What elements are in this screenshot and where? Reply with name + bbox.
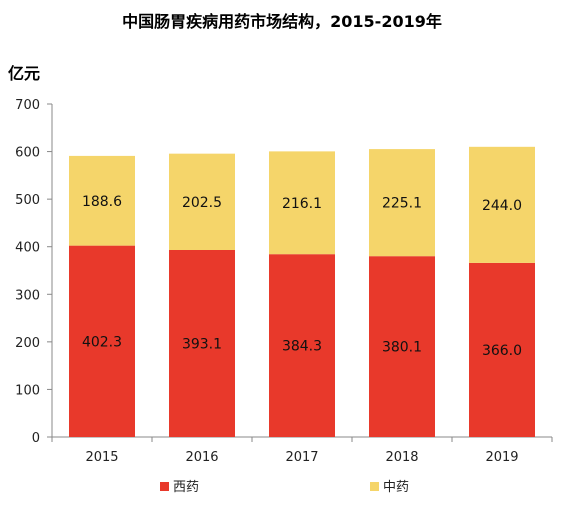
x-tick-label: 2018 [385,450,418,465]
legend-label: 中药 [383,480,409,495]
legend-label: 西药 [173,480,199,495]
bar-中药 [169,153,235,250]
bar-中药 [69,155,135,246]
y-tick-label: 0 [32,431,40,446]
bar-中药 [369,149,435,257]
y-tick-label: 600 [15,146,40,161]
x-tick-label: 2019 [485,450,518,465]
bar-中药 [469,146,535,263]
data-label: 384.3 [282,339,322,355]
data-label: 393.1 [182,336,222,352]
x-tick-label: 2015 [85,450,118,465]
data-label: 366.0 [482,343,522,359]
data-label: 380.1 [382,340,422,356]
legend-swatch-西药 [160,482,169,491]
data-label: 244.0 [482,198,522,214]
bar-西药 [469,262,535,437]
y-axis-unit-label: 亿元 [8,64,41,83]
bar-西药 [169,249,235,437]
y-tick-label: 100 [15,383,40,398]
y-tick-label: 700 [15,98,40,113]
data-label: 402.3 [82,334,122,350]
bar-中药 [269,151,335,255]
legend-swatch-中药 [370,482,379,491]
bar-西药 [69,245,135,437]
x-tick-label: 2017 [285,450,318,465]
y-tick-label: 400 [15,241,40,256]
bar-西药 [369,256,435,437]
data-label: 202.5 [182,195,222,211]
chart-title: 中国肠胃疾病用药市场结构，2015-2019年 [122,12,442,31]
y-tick-label: 200 [15,336,40,351]
data-label: 188.6 [82,194,122,210]
data-label: 225.1 [382,196,422,212]
bar-西药 [269,254,335,437]
y-tick-label: 300 [15,288,40,303]
x-tick-label: 2016 [185,450,218,465]
data-label: 216.1 [282,196,322,212]
y-tick-label: 500 [15,193,40,208]
